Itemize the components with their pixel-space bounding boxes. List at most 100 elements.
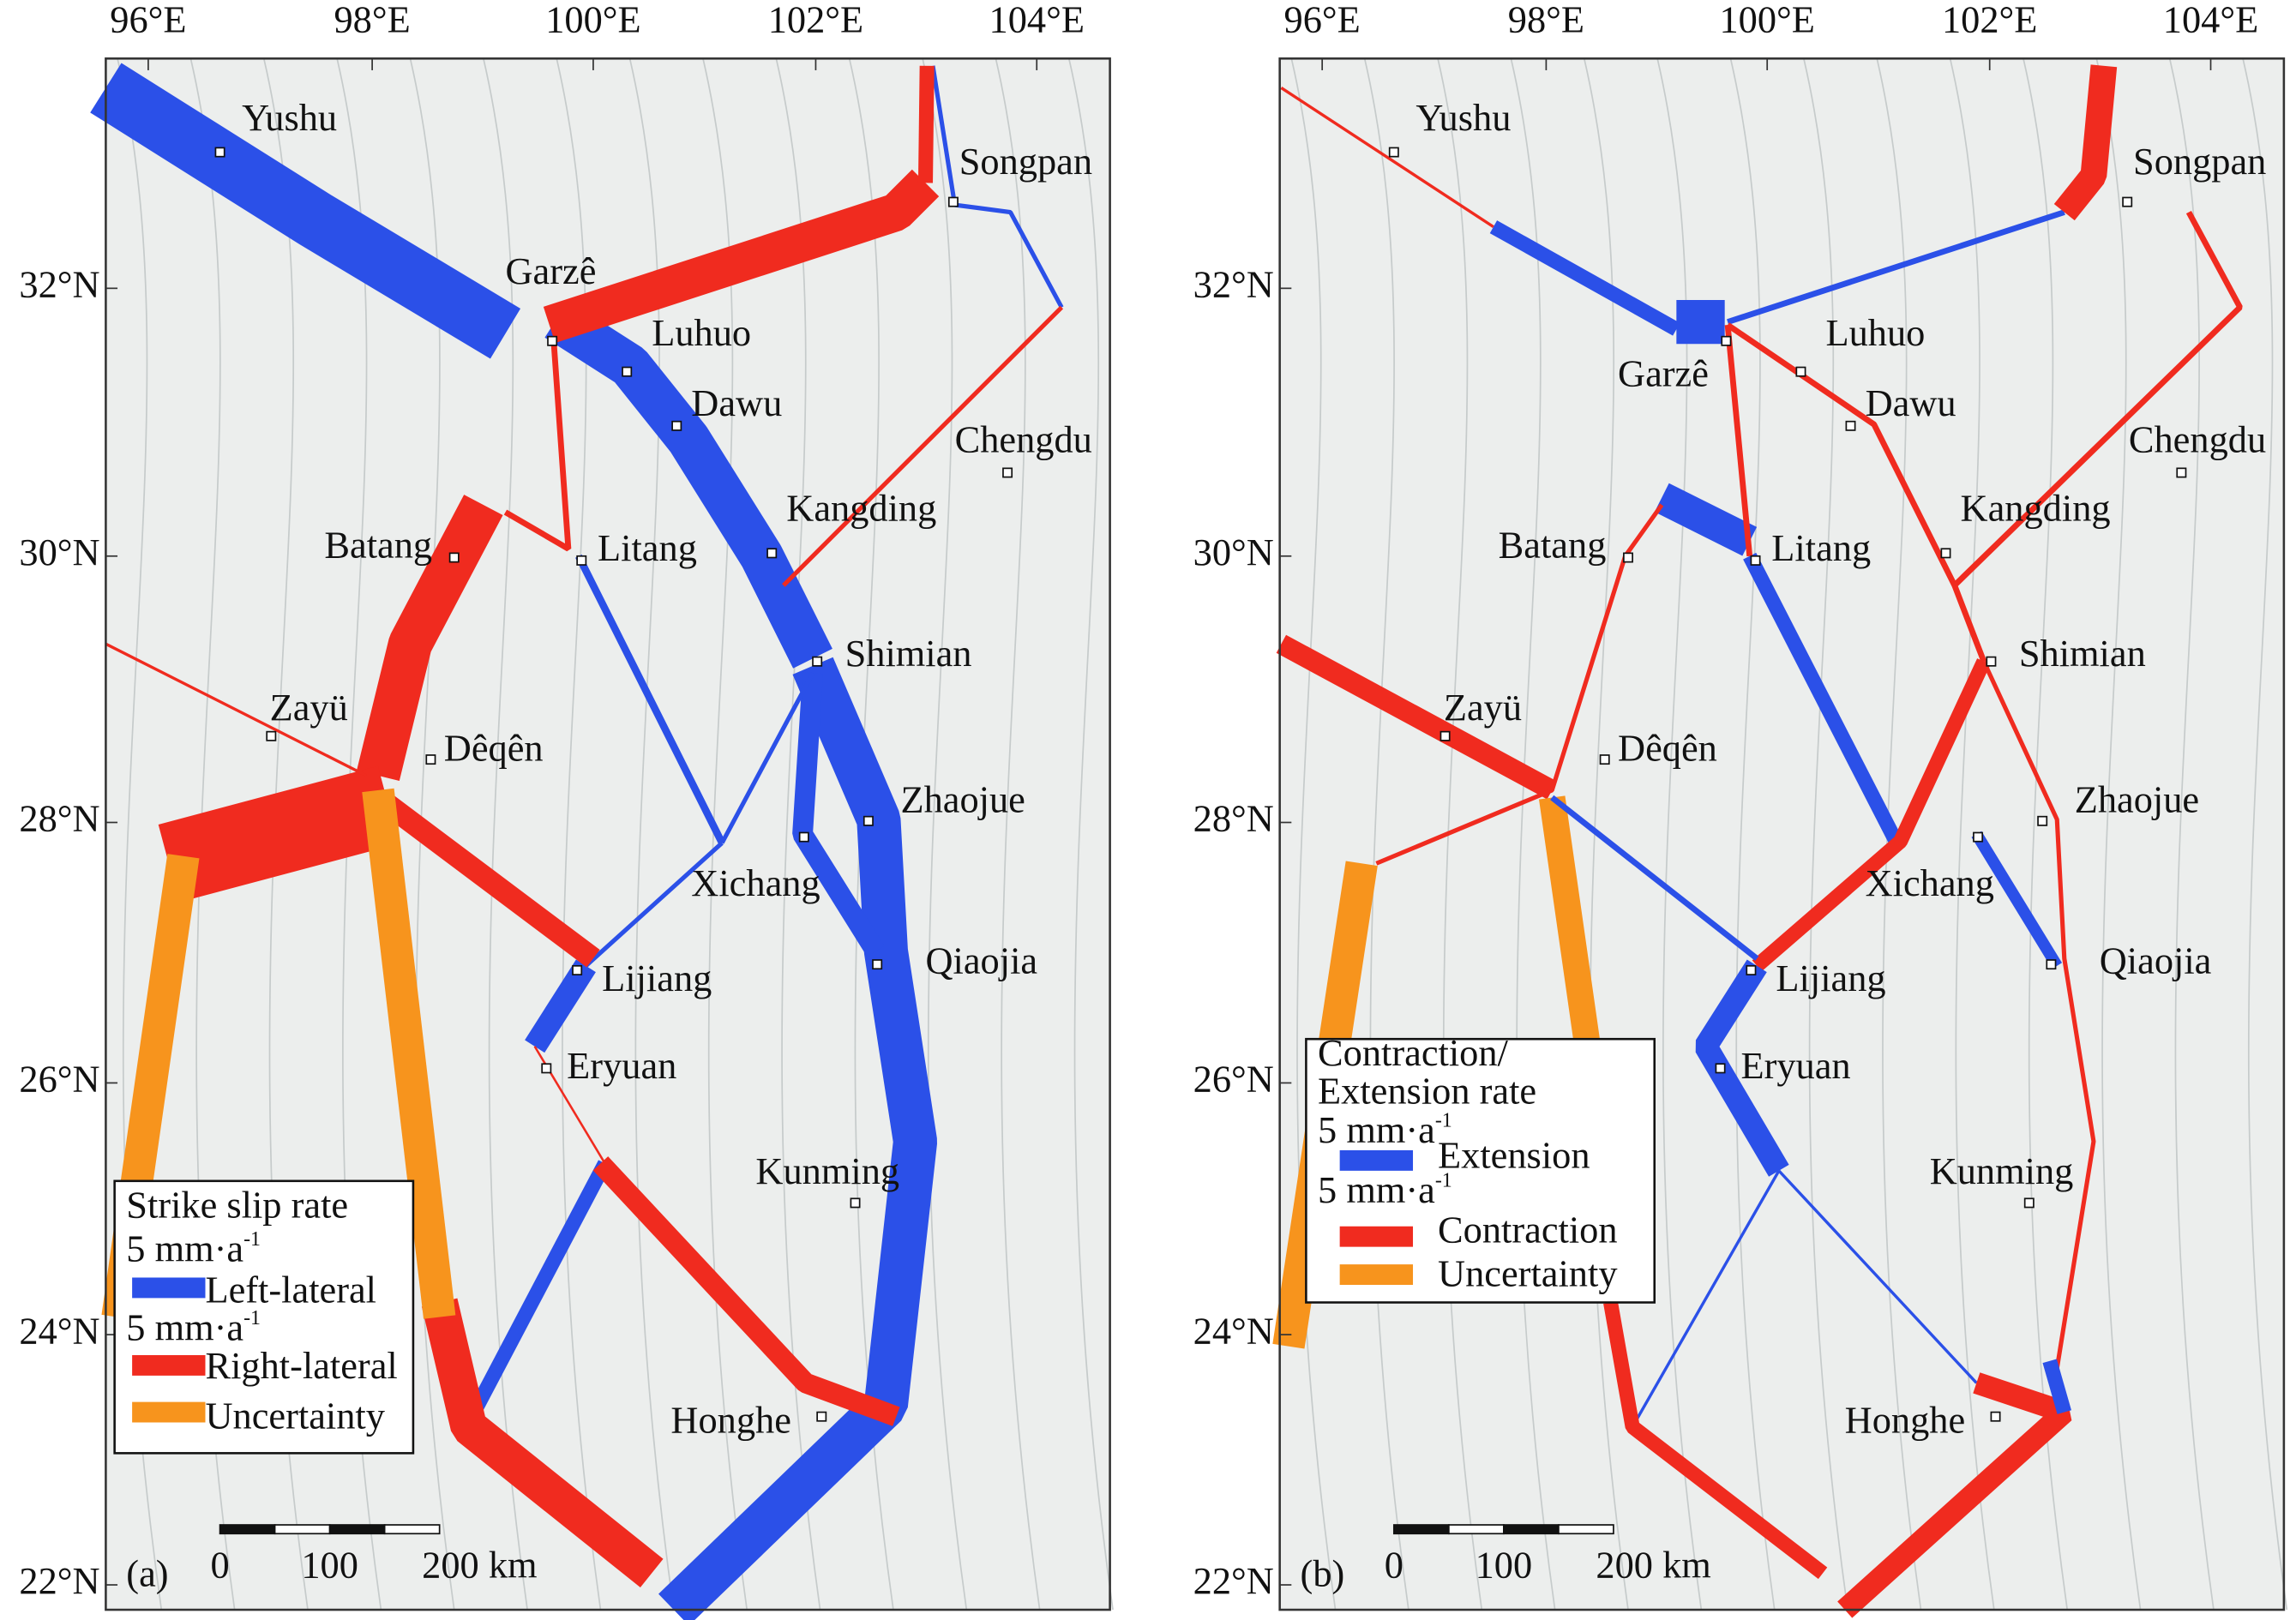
city-label: Qiaojia	[925, 939, 1037, 981]
fault-segment	[1550, 795, 1759, 961]
map-frame	[105, 57, 1111, 1611]
x-tick-label: 102°E	[768, 0, 863, 41]
x-tick-label: 96°E	[110, 0, 186, 41]
legend-scale: 5 mm·a-1	[126, 1306, 261, 1349]
fault-segment	[544, 300, 832, 669]
city-marker	[1388, 147, 1399, 158]
city-label: Litang	[1771, 526, 1871, 569]
terrain-line	[2168, 58, 2215, 1611]
fault-segment	[357, 495, 503, 781]
city-label: Shimian	[2019, 632, 2146, 675]
fault-segment	[1375, 503, 1664, 866]
fault-segment	[1489, 220, 1680, 336]
city-marker	[1986, 656, 1997, 667]
city-marker	[1746, 964, 1757, 975]
city-label: Dawu	[1866, 381, 1956, 424]
scale-bar-label: 200 km	[422, 1543, 537, 1586]
y-tick-label: 24°N	[19, 1309, 99, 1352]
city-marker	[2122, 196, 2133, 207]
fault-segment	[158, 765, 400, 903]
fault-segment	[719, 672, 815, 844]
y-tick-label: 28°N	[1193, 797, 1274, 840]
terrain-line	[628, 58, 675, 1611]
y-tick-label: 32°N	[1193, 263, 1274, 306]
legend-item: Contraction	[1438, 1208, 1618, 1251]
city-marker	[448, 552, 460, 563]
city-marker	[1715, 1063, 1726, 1074]
panel-label: (a)	[126, 1552, 168, 1595]
legend-item: Left-lateral	[205, 1268, 376, 1311]
city-label: Eryuan	[1740, 1044, 1850, 1087]
city-marker	[798, 831, 809, 843]
fault-segment	[584, 841, 724, 968]
city-marker	[812, 656, 823, 667]
city-label: Eryuan	[567, 1044, 676, 1087]
fault-segment	[930, 65, 1064, 309]
x-tick-label: 100°E	[545, 0, 640, 41]
city-marker	[766, 548, 778, 559]
city-marker	[816, 1411, 827, 1422]
city-marker	[576, 555, 587, 566]
fault-segment	[465, 1160, 612, 1420]
y-tick-label: 22°N	[19, 1559, 99, 1602]
legend-swatch	[1339, 1149, 1414, 1171]
x-tick-label: 96°E	[1284, 0, 1361, 41]
city-label: Chengdu	[955, 418, 1092, 461]
city-marker	[1002, 467, 1013, 478]
fault-segment	[1743, 552, 1903, 845]
city-marker	[1623, 552, 1633, 563]
city-label: Kangding	[1961, 487, 2111, 530]
scale-bar-segment	[1503, 1524, 1560, 1535]
city-label: Batang	[1499, 523, 1607, 566]
legend-scale-exponent: -1	[243, 1307, 261, 1329]
city-marker	[1721, 335, 1732, 346]
legend-scale-text: 5 mm·a	[126, 1227, 243, 1270]
fault-segment	[1654, 483, 1758, 556]
fault-segment	[1695, 959, 1789, 1177]
terrain-line	[1067, 58, 1114, 1611]
city-label: Xichang	[691, 861, 820, 904]
city-label: Dawu	[691, 381, 782, 424]
y-tick-label: 22°N	[1193, 1559, 1274, 1602]
panel-label: (b)	[1301, 1552, 1345, 1595]
city-marker	[425, 754, 436, 765]
city-label: Zayü	[270, 686, 348, 729]
legend-swatch	[1339, 1226, 1414, 1247]
city-label: Qiaojia	[2100, 939, 2212, 981]
fault-segment	[1727, 209, 2065, 325]
city-label: Songpan	[959, 140, 1092, 183]
city-marker	[947, 196, 959, 207]
fault-segment	[503, 340, 572, 552]
y-tick-label: 24°N	[1193, 1309, 1274, 1352]
scale-bar-segment	[328, 1524, 386, 1535]
scale-bar-label: 100	[301, 1543, 358, 1586]
city-label: Zayü	[1444, 686, 1522, 729]
scale-bar-label: 100	[1476, 1543, 1533, 1586]
x-tick-label: 98°E	[1508, 0, 1584, 41]
city-label: Songpan	[2133, 140, 2266, 183]
y-tick-label: 32°N	[19, 263, 99, 306]
fault-segment	[543, 169, 940, 344]
legend-scale-exponent: -1	[243, 1228, 261, 1251]
city-marker	[572, 964, 583, 975]
terrain-line	[1876, 58, 1922, 1611]
fault-segment	[2042, 1359, 2071, 1414]
map-background	[1279, 58, 2284, 1611]
city-label: Garzê	[505, 249, 596, 292]
city-label: Kangding	[786, 487, 936, 530]
terrain-line	[1656, 58, 1703, 1611]
fault-segment	[2053, 64, 2118, 221]
city-label: Luhuo	[1825, 311, 1925, 354]
city-marker	[1940, 548, 1951, 559]
fault-segment	[1631, 1170, 1781, 1428]
scale-bar-label: 200 km	[1596, 1543, 1710, 1586]
legend-swatch	[132, 1401, 206, 1423]
city-label: Lijiang	[602, 957, 712, 999]
city-marker	[547, 335, 558, 346]
city-marker	[541, 1063, 552, 1074]
city-label: Xichang	[1866, 861, 1994, 904]
fault-segment	[917, 65, 935, 183]
city-label: Luhuo	[652, 311, 751, 354]
map-panel: 96°E 98°E 100°E 102°E 104°E 32°N 30°N 28°N 26°N 2…	[1193, 0, 2288, 1618]
